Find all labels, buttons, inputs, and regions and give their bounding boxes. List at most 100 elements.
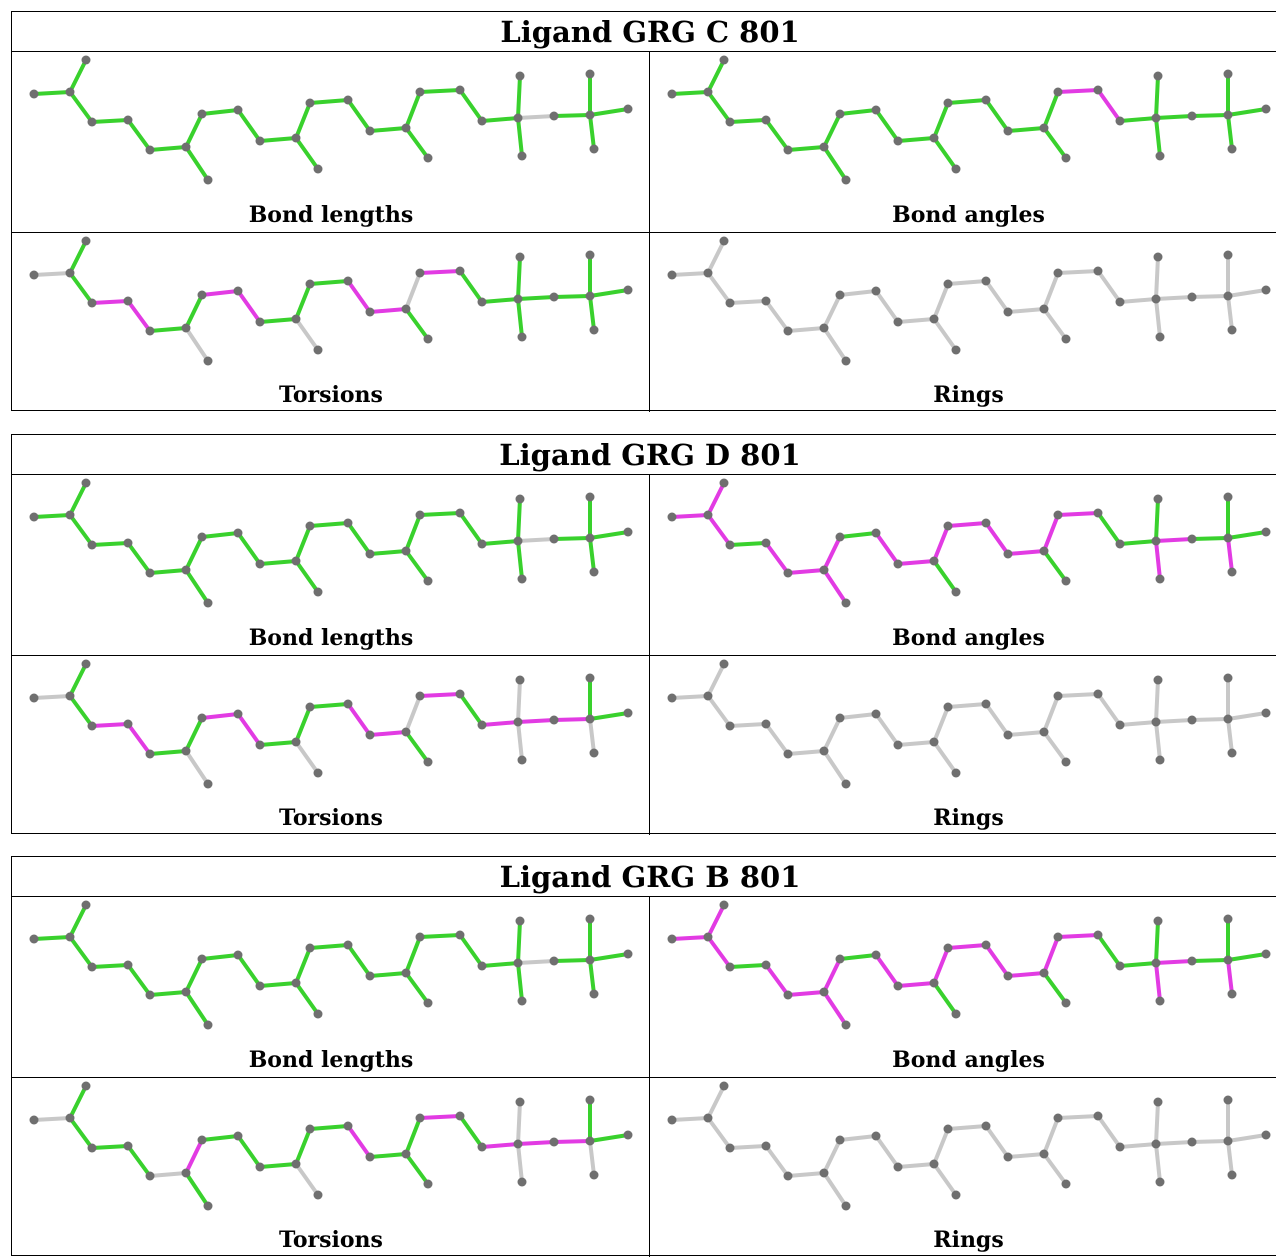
atom — [255, 981, 265, 991]
bond — [200, 1134, 240, 1142]
atom — [233, 709, 243, 719]
atom — [1227, 567, 1237, 577]
bond — [946, 702, 988, 709]
atom — [719, 900, 729, 910]
bond — [706, 513, 732, 547]
bond — [932, 705, 950, 744]
bond — [294, 981, 320, 1016]
bond — [1118, 720, 1158, 727]
atom — [841, 598, 851, 608]
atom — [1053, 932, 1063, 942]
bond — [588, 294, 596, 332]
atom — [1261, 527, 1271, 537]
atom — [233, 950, 243, 960]
atom — [1223, 533, 1233, 543]
atom — [197, 290, 207, 300]
atom — [343, 518, 353, 528]
bond — [552, 717, 592, 722]
atom — [255, 740, 265, 750]
bond — [68, 935, 94, 969]
atom — [725, 117, 735, 127]
panel-caption: Bond angles — [892, 625, 1045, 651]
atom — [181, 1168, 191, 1178]
bond — [404, 935, 422, 975]
atom — [1187, 292, 1197, 302]
bond — [516, 1142, 524, 1184]
atom — [423, 757, 433, 767]
atom — [1093, 1111, 1103, 1121]
bond — [946, 98, 988, 105]
bond — [822, 1171, 848, 1208]
bond — [368, 730, 408, 737]
atom — [203, 779, 213, 789]
atom — [1223, 714, 1233, 724]
atom — [313, 164, 323, 174]
panel-caption: Torsions — [279, 805, 383, 831]
bond — [728, 299, 768, 305]
atom — [585, 955, 595, 965]
bond — [516, 297, 524, 339]
bond — [588, 107, 630, 117]
bond — [126, 299, 152, 333]
bond — [588, 536, 596, 574]
atom — [951, 345, 961, 355]
molecule-diagram — [667, 236, 1271, 366]
panel-caption: Rings — [933, 805, 1004, 831]
atom — [65, 691, 75, 701]
bond — [1042, 694, 1060, 734]
atom — [1039, 304, 1049, 314]
atom — [835, 109, 845, 119]
atom — [313, 1190, 323, 1200]
atom — [415, 932, 425, 942]
bond — [874, 531, 900, 566]
atom — [1053, 510, 1063, 520]
bond — [458, 88, 484, 123]
atom — [893, 559, 903, 569]
bond — [126, 1144, 152, 1178]
bond — [1154, 255, 1160, 301]
atom — [1261, 285, 1271, 295]
atom — [305, 98, 315, 108]
atom — [123, 538, 133, 548]
atom — [203, 175, 213, 185]
atom — [181, 565, 191, 575]
bond — [946, 279, 988, 286]
atom — [517, 574, 527, 584]
atom — [585, 492, 595, 502]
atom — [951, 1009, 961, 1019]
atom — [29, 89, 39, 99]
atom — [841, 356, 851, 366]
bond — [706, 903, 726, 939]
atom — [585, 533, 595, 543]
atom — [517, 996, 527, 1006]
bond — [764, 118, 790, 152]
atom — [515, 252, 525, 262]
atom — [181, 746, 191, 756]
bond — [1006, 126, 1046, 133]
atom — [871, 286, 881, 296]
atom — [819, 1168, 829, 1178]
atom — [549, 111, 559, 121]
atom — [1093, 85, 1103, 95]
atom — [423, 998, 433, 1008]
bond — [838, 108, 878, 116]
atom — [181, 987, 191, 997]
atom — [929, 314, 939, 324]
atom — [841, 1020, 851, 1030]
atom — [725, 540, 735, 550]
bond — [1226, 1133, 1268, 1143]
atom — [623, 708, 633, 718]
atom — [181, 323, 191, 333]
atom — [343, 699, 353, 709]
atom — [761, 296, 771, 306]
atom — [1223, 492, 1233, 502]
bond — [126, 722, 152, 756]
atom — [585, 110, 595, 120]
atom — [1155, 996, 1165, 1006]
bond — [516, 255, 522, 301]
bond — [458, 269, 484, 304]
atom — [1115, 961, 1125, 971]
atom — [667, 934, 677, 944]
bond — [932, 282, 950, 321]
atom — [871, 105, 881, 115]
